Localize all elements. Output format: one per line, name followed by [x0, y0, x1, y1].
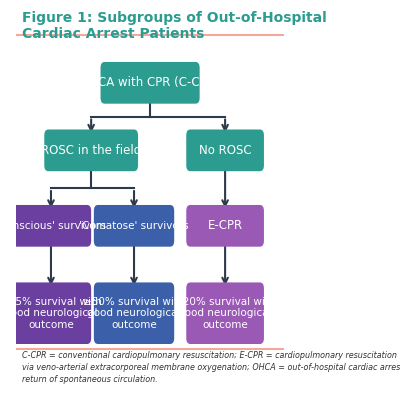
FancyBboxPatch shape [100, 62, 200, 104]
Text: ≥95% survival with
good neurological
outcome: ≥95% survival with good neurological out… [0, 297, 102, 330]
Text: OHCA with CPR (C-CPR): OHCA with CPR (C-CPR) [80, 76, 220, 89]
Text: Cardiac Arrest Patients: Cardiac Arrest Patients [22, 27, 204, 41]
Text: E-CPR: E-CPR [208, 219, 243, 232]
Text: 'Conscious' survivors: 'Conscious' survivors [0, 221, 106, 231]
Text: 'Comatose' survivors: 'Comatose' survivors [79, 221, 189, 231]
FancyBboxPatch shape [186, 130, 264, 171]
FancyBboxPatch shape [11, 282, 91, 344]
Text: No ROSC: No ROSC [199, 144, 252, 157]
FancyBboxPatch shape [44, 130, 138, 171]
FancyBboxPatch shape [94, 205, 174, 247]
FancyBboxPatch shape [186, 205, 264, 247]
FancyBboxPatch shape [11, 205, 91, 247]
FancyBboxPatch shape [186, 282, 264, 344]
FancyBboxPatch shape [94, 282, 174, 344]
Text: Figure 1: Subgroups of Out-of-Hospital: Figure 1: Subgroups of Out-of-Hospital [22, 11, 326, 25]
Text: ≥50% survival with
good neurological
outcome: ≥50% survival with good neurological out… [83, 297, 185, 330]
Text: ROSC in the field: ROSC in the field [41, 144, 141, 157]
Text: C-CPR = conventional cardiopulmonary resuscitation; E-CPR = cardiopulmonary resu: C-CPR = conventional cardiopulmonary res… [22, 351, 400, 384]
Text: <20% survival with
good neurological
outcome: <20% survival with good neurological out… [174, 297, 276, 330]
